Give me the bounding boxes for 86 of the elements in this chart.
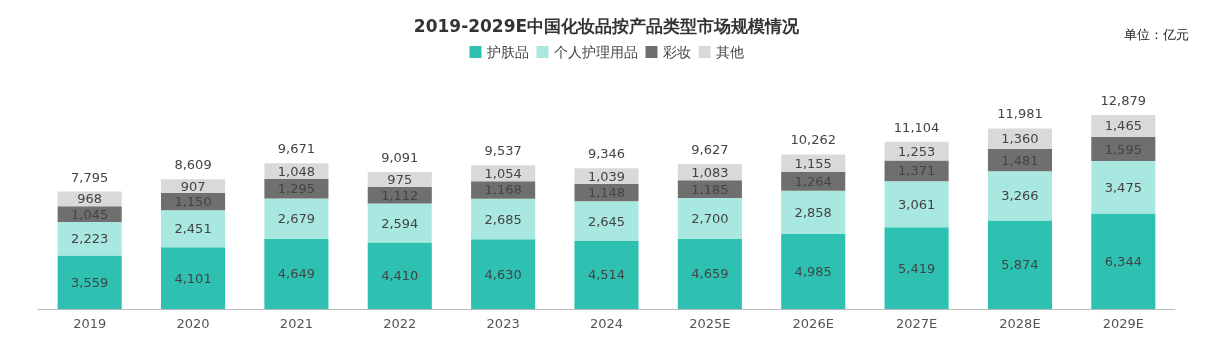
bar: [264, 179, 329, 199]
legend-label: 个人护理用品: [553, 44, 638, 60]
total-label: 12,879: [1100, 92, 1147, 108]
bar: [987, 171, 1052, 221]
data-label: 1,083: [691, 164, 729, 180]
x-tick-label: 2022: [383, 316, 417, 331]
legend-label: 彩妆: [662, 44, 691, 60]
bar: [987, 220, 1052, 309]
data-label: 2,700: [691, 210, 729, 226]
data-label: 4,101: [174, 270, 212, 286]
total-label: 11,981: [997, 106, 1043, 122]
x-tick-label: 2019: [73, 316, 107, 331]
bar: [1091, 213, 1156, 309]
total-label: 9,627: [691, 141, 729, 157]
data-label: 6,344: [1104, 253, 1142, 269]
legend-label: 其他: [715, 44, 744, 60]
bar: [574, 240, 639, 309]
text: 单位：亿元: [1124, 27, 1189, 42]
bar: [1091, 161, 1156, 214]
x-tick-label: 2027E: [895, 316, 938, 331]
data-label: 4,659: [691, 266, 729, 282]
bar: [161, 247, 226, 309]
data-label: 1,360: [1001, 131, 1039, 147]
bar: [781, 190, 846, 234]
bar: [57, 221, 122, 256]
data-label: 3,559: [71, 274, 109, 290]
data-label: 1,253: [897, 143, 936, 159]
total-label: 10,262: [790, 132, 836, 148]
data-label: 1,155: [794, 155, 832, 171]
x-tick-label: 2028E: [999, 316, 1041, 331]
data-label: 1,048: [277, 163, 316, 179]
data-label: 4,985: [794, 263, 832, 279]
total-label: 11,104: [893, 119, 940, 135]
data-label: 3,061: [897, 196, 936, 212]
bar: [471, 198, 536, 240]
bar: [677, 238, 742, 309]
data-label: 2,679: [277, 211, 316, 227]
data-label: 4,630: [484, 266, 522, 282]
x-tick-label: 2024: [589, 316, 624, 331]
data-label: 4,649: [277, 266, 316, 282]
data-label: 975: [387, 171, 413, 187]
x-tick-label: 2029E: [1102, 316, 1144, 331]
bar: [264, 198, 329, 239]
total-label: 8,609: [174, 157, 212, 173]
data-label: 2,858: [794, 204, 832, 220]
legend-label: 护肤品: [485, 44, 529, 60]
bar: [677, 198, 742, 239]
bar: [57, 255, 122, 309]
data-label: 5,419: [897, 260, 936, 276]
data-label: 4,514: [587, 267, 626, 283]
data-label: 2,645: [587, 213, 626, 229]
bar: [1091, 137, 1156, 162]
x-tick-label: 2026E: [792, 316, 834, 331]
x-tick-label: 2020: [176, 316, 210, 331]
data-label: 1,054: [484, 165, 522, 181]
bar: [884, 227, 949, 309]
total-label: 7,795: [71, 169, 109, 185]
x-tick-label: 2025E: [689, 316, 731, 331]
bar: [161, 210, 226, 248]
bar: [884, 181, 949, 228]
data-label: 1,465: [1104, 118, 1142, 134]
bar: [781, 154, 846, 172]
data-label: 2,685: [484, 211, 522, 227]
x-tick-label: 2021: [279, 316, 313, 331]
data-label: 4,410: [381, 268, 419, 284]
bar: [264, 238, 329, 309]
data-label: 1,039: [587, 168, 626, 184]
total-label: 9,346: [587, 146, 626, 162]
data-label: 2,223: [71, 231, 109, 247]
x-tick-label: 2023: [486, 316, 520, 331]
total-label: 9,671: [277, 141, 316, 157]
data-label: 2,451: [174, 221, 212, 237]
total-label: 9,537: [484, 143, 522, 159]
bar: [367, 242, 432, 309]
bar: [574, 201, 639, 241]
data-label: 907: [180, 178, 206, 194]
data-label: 968: [77, 191, 103, 207]
bar: [471, 239, 536, 309]
chart-title: 2019-2029E中国化妆品按产品类型市场规模情况: [413, 15, 801, 36]
data-label: 3,266: [1001, 188, 1039, 204]
data-label: 3,475: [1104, 179, 1142, 195]
total-label: 9,091: [381, 150, 419, 166]
bar: [367, 203, 432, 243]
bar: [781, 233, 846, 309]
data-label: 2,594: [381, 215, 419, 231]
data-label: 5,874: [1001, 257, 1039, 273]
